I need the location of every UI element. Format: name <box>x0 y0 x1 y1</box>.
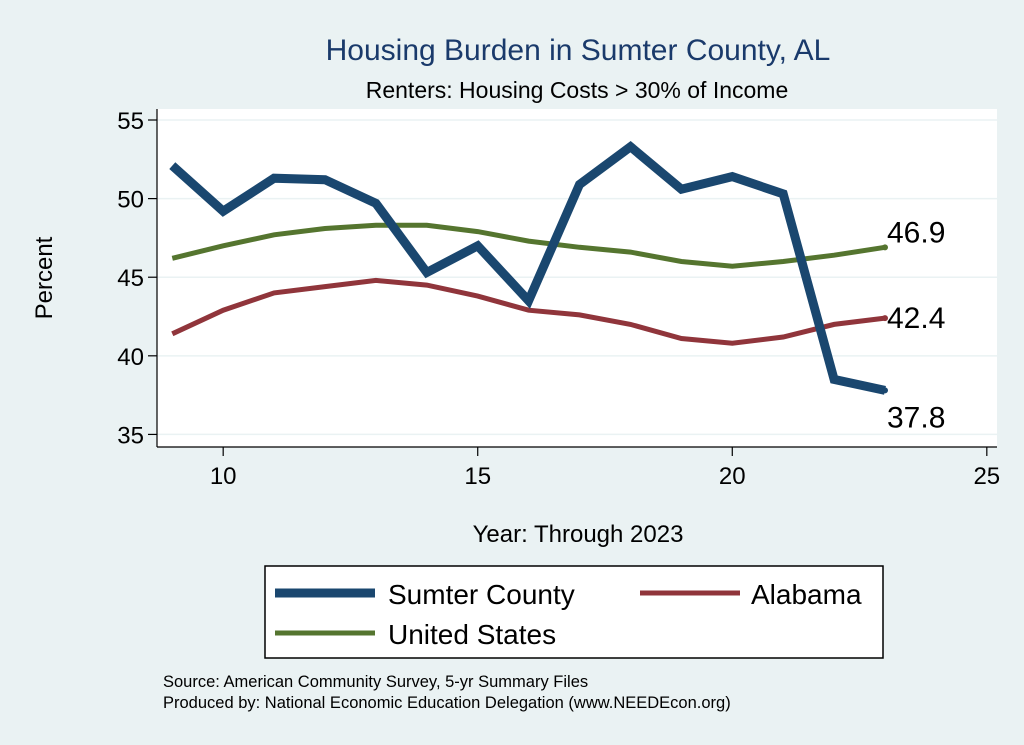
series-line-united-states <box>171 222 886 269</box>
y-tick-label-45: 45 <box>117 265 144 292</box>
y-tick-label-55: 55 <box>117 108 144 135</box>
series-line-sumter-county <box>169 140 886 395</box>
plot-area <box>157 109 997 447</box>
y-axis-label: Percent <box>31 236 58 319</box>
y-tick-label-40: 40 <box>117 344 144 371</box>
series-lines <box>169 140 888 395</box>
produced-by-line: Produced by: National Economic Education… <box>163 694 731 712</box>
gridlines <box>157 119 997 436</box>
legend: Sumter County Alabama United States <box>264 565 884 659</box>
legend-label-united-states: United States <box>388 619 556 650</box>
x-axis-label: Year: Through 2023 <box>473 521 684 548</box>
y-tick-label-50: 50 <box>117 187 144 214</box>
end-label-united-states: 46.9 <box>887 216 945 249</box>
legend-box <box>264 565 884 659</box>
end-point-united-states <box>882 244 888 251</box>
x-tick-label-25: 25 <box>973 463 1000 490</box>
x-tick-label-15: 15 <box>464 463 491 490</box>
legend-label-alabama: Alabama <box>751 579 862 610</box>
legend-label-sumter-county: Sumter County <box>388 579 575 610</box>
end-label-sumter-county: 37.8 <box>887 401 945 434</box>
x-tick-label-20: 20 <box>719 463 746 490</box>
axes: 35 40 45 50 55 10 15 20 25 <box>117 108 1000 490</box>
end-label-alabama: 42.4 <box>887 302 945 335</box>
chart-subtitle: Renters: Housing Costs > 30% of Income <box>366 77 789 103</box>
source-line: Source: American Community Survey, 5-yr … <box>163 673 588 691</box>
end-point-alabama <box>882 315 888 322</box>
end-labels: 37.8 42.4 46.9 <box>887 216 945 434</box>
chart-title: Housing Burden in Sumter County, AL <box>326 34 831 67</box>
y-tick-label-35: 35 <box>117 422 144 449</box>
end-point-sumter-county <box>882 387 888 394</box>
x-tick-label-10: 10 <box>210 463 237 490</box>
series-line-alabama <box>171 277 886 346</box>
